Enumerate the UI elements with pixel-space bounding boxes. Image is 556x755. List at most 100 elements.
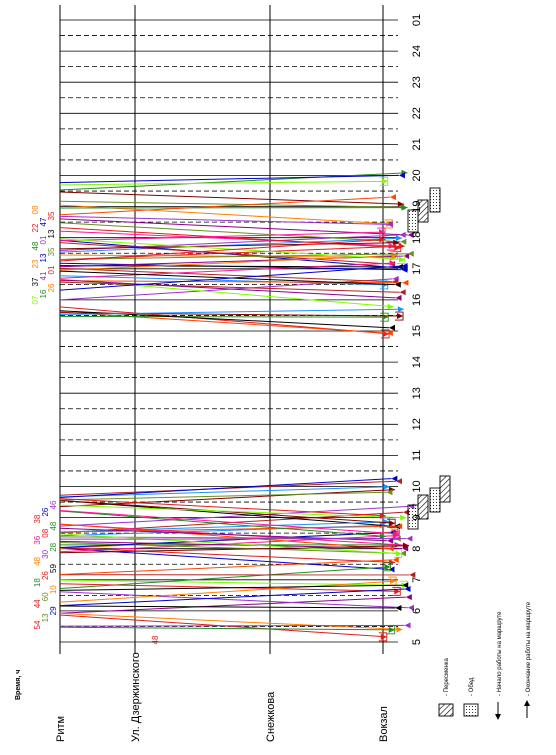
legend: - Пересменка - Обед - Начало работы на мар… bbox=[439, 601, 532, 720]
hour-label: 14 bbox=[411, 356, 423, 368]
hour-label: 18 bbox=[411, 232, 423, 244]
legend-label: - Начало работы на маршруте bbox=[497, 611, 503, 696]
trip-number-labels: 5413294460101826594830283608483826460716… bbox=[31, 205, 160, 644]
station-label: Снежкова bbox=[265, 691, 277, 742]
trip-arrow bbox=[400, 515, 406, 521]
trip-line bbox=[60, 625, 405, 626]
trip-arrow bbox=[400, 289, 406, 295]
trip-line bbox=[60, 627, 395, 630]
hour-label: 22 bbox=[411, 107, 423, 119]
trip-line bbox=[60, 560, 393, 575]
trip-number: 10 bbox=[49, 585, 58, 594]
trip-arrow bbox=[389, 325, 395, 331]
trip-arrow bbox=[379, 236, 385, 242]
station-labels: Ритм Ул. Дзержинского Снежкова Вокзал bbox=[55, 652, 390, 742]
trip-number: 26 bbox=[47, 283, 56, 292]
hour-label: 23 bbox=[411, 76, 423, 88]
trip-arrow bbox=[397, 313, 403, 319]
trip-line bbox=[60, 500, 395, 523]
trip-arrow bbox=[384, 484, 390, 490]
hour-label: 01 bbox=[411, 14, 423, 26]
trip-arrow bbox=[396, 551, 402, 557]
trip-number: 35 bbox=[47, 247, 56, 256]
break-block bbox=[430, 188, 440, 212]
legend-label: - Пересменка bbox=[444, 657, 450, 696]
trip-number: 48 bbox=[49, 521, 58, 530]
trip-arrow bbox=[382, 178, 388, 184]
station-label: Ул. Дзержинского bbox=[130, 652, 142, 742]
break-block bbox=[430, 488, 440, 512]
trip-line bbox=[60, 585, 402, 590]
trip-arrow bbox=[390, 194, 396, 200]
trip-arrow bbox=[405, 622, 411, 628]
hour-label: 15 bbox=[411, 325, 423, 337]
trip-arrow bbox=[389, 520, 395, 526]
trip-arrow bbox=[402, 205, 408, 211]
trip-arrow bbox=[399, 257, 405, 263]
hour-label: 8 bbox=[411, 546, 423, 552]
trip-number: 13 bbox=[47, 229, 56, 238]
trip-arrow bbox=[389, 627, 395, 633]
trip-number: 28 bbox=[49, 542, 58, 551]
trip-arrow bbox=[395, 605, 401, 611]
trip-lines bbox=[60, 170, 415, 641]
trip-line bbox=[60, 309, 404, 314]
trip-arrow bbox=[396, 235, 402, 241]
trip-line bbox=[60, 539, 406, 540]
trip-arrow bbox=[391, 476, 397, 482]
legend-dotted-swatch bbox=[464, 704, 478, 716]
hour-label: 7 bbox=[411, 577, 423, 583]
hour-label: 11 bbox=[411, 450, 423, 461]
trip-number: 08 bbox=[31, 205, 40, 214]
legend-arrow-head bbox=[524, 700, 530, 706]
hour-label: 13 bbox=[411, 387, 423, 399]
trip-number: 35 bbox=[47, 211, 56, 220]
hour-label: 19 bbox=[411, 200, 423, 212]
time-grid bbox=[60, 5, 398, 654]
break-block bbox=[440, 476, 450, 502]
station-label: Ритм bbox=[55, 716, 67, 742]
trip-number: 29 bbox=[49, 606, 58, 615]
trip-arrow bbox=[383, 331, 389, 337]
trip-arrow bbox=[383, 519, 389, 525]
trip-arrow bbox=[402, 280, 408, 286]
trip-arrow bbox=[381, 634, 387, 640]
hour-label: 21 bbox=[411, 138, 423, 150]
hour-label: 5 bbox=[411, 639, 423, 645]
trip-line bbox=[60, 266, 402, 290]
legend-label: - Окончание работы на маршруте bbox=[526, 601, 532, 696]
trip-line bbox=[60, 216, 387, 224]
trip-number: 48 bbox=[151, 635, 160, 644]
hour-label: 6 bbox=[411, 608, 423, 614]
trip-number: 01 bbox=[47, 265, 56, 274]
hour-label: 9 bbox=[411, 515, 423, 521]
axis-title-text: Время, ч bbox=[15, 670, 22, 700]
trip-arrow bbox=[406, 536, 412, 542]
hour-label: 16 bbox=[411, 294, 423, 306]
trip-arrow bbox=[398, 306, 404, 312]
trip-arrow bbox=[400, 232, 406, 238]
axis-title: Время, ч bbox=[15, 670, 22, 700]
legend-hatched-swatch bbox=[439, 704, 453, 716]
trip-arrow bbox=[382, 314, 388, 320]
trip-arrow bbox=[400, 239, 406, 245]
hour-labels: 01 24 23 22 21 20 19 18 17 16 15 14 13 12 11 10 9 8 7 6 5 bbox=[411, 14, 423, 645]
trip-line bbox=[60, 613, 402, 629]
hour-label: 24 bbox=[411, 45, 423, 57]
legend-label: - Обед bbox=[469, 677, 475, 696]
station-label: Вокзал bbox=[378, 706, 390, 742]
trip-arrow bbox=[388, 304, 394, 310]
hour-label: 20 bbox=[411, 169, 423, 181]
trip-line bbox=[60, 316, 388, 317]
trip-arrow bbox=[406, 594, 412, 600]
hour-label: 10 bbox=[411, 480, 423, 492]
trip-number: 59 bbox=[49, 564, 58, 573]
trip-line bbox=[60, 606, 395, 608]
legend-arrow-head bbox=[495, 714, 501, 720]
hour-label: 12 bbox=[411, 418, 423, 430]
trip-number: 46 bbox=[49, 500, 58, 509]
hour-label: 17 bbox=[411, 263, 423, 275]
trip-arrow bbox=[390, 578, 396, 584]
